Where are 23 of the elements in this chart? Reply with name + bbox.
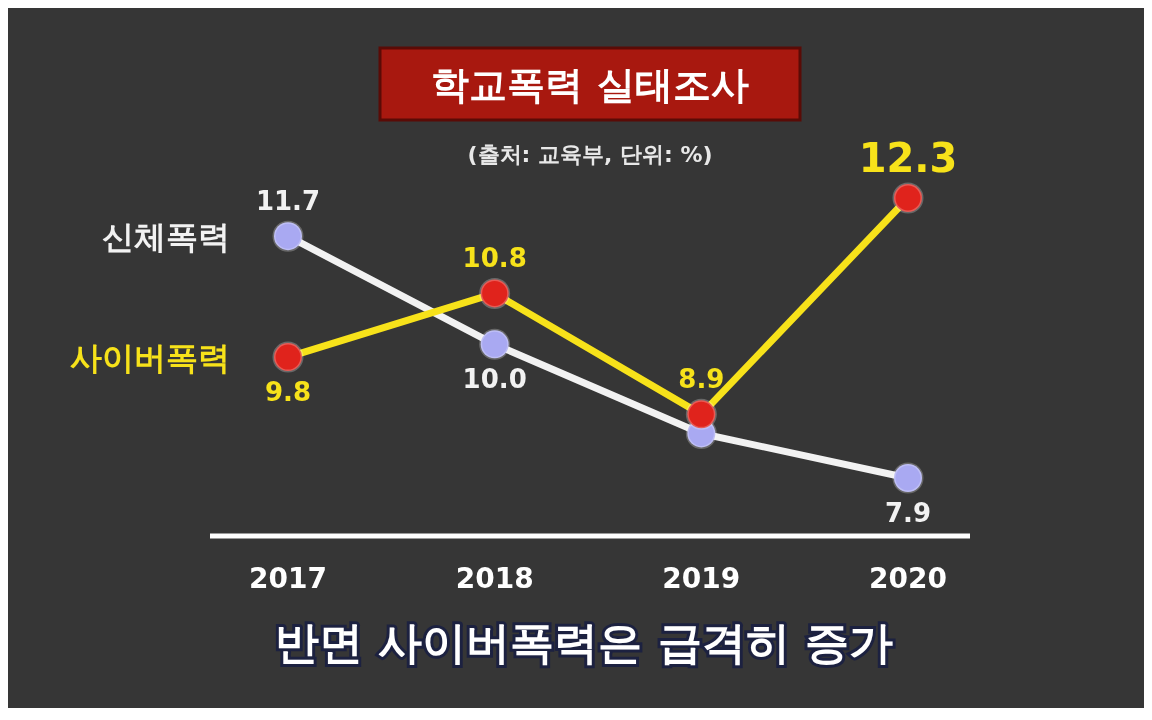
text: 반면 사이버폭력은 급격히 증가 [275, 617, 893, 668]
x-tick-label: 2020 [869, 562, 947, 595]
data-label: 8.9 [678, 364, 725, 395]
chart-title: 학교폭력 실태조사 [431, 63, 749, 107]
chart-subtitle: (출처: 교육부, 단위: %) [467, 142, 713, 167]
data-label: 12.3 [858, 135, 958, 181]
point [892, 462, 924, 494]
data-label: 7.9 [884, 498, 932, 528]
x-tick-label: 2018 [455, 562, 534, 595]
point [272, 341, 304, 373]
point [479, 277, 511, 309]
data-label: 9.8 [264, 377, 312, 408]
point [272, 220, 304, 252]
data-label: 10.8 [462, 243, 527, 274]
x-tick-label: 2017 [249, 562, 327, 595]
series-label: 사이버폭력 [70, 339, 230, 378]
series-label: 신체폭력 [102, 218, 230, 257]
point [892, 182, 924, 214]
point [685, 398, 717, 430]
point [479, 328, 511, 360]
data-label: 11.7 [255, 186, 321, 217]
x-tick-label: 2019 [662, 562, 741, 595]
data-label: 10.0 [462, 364, 527, 395]
